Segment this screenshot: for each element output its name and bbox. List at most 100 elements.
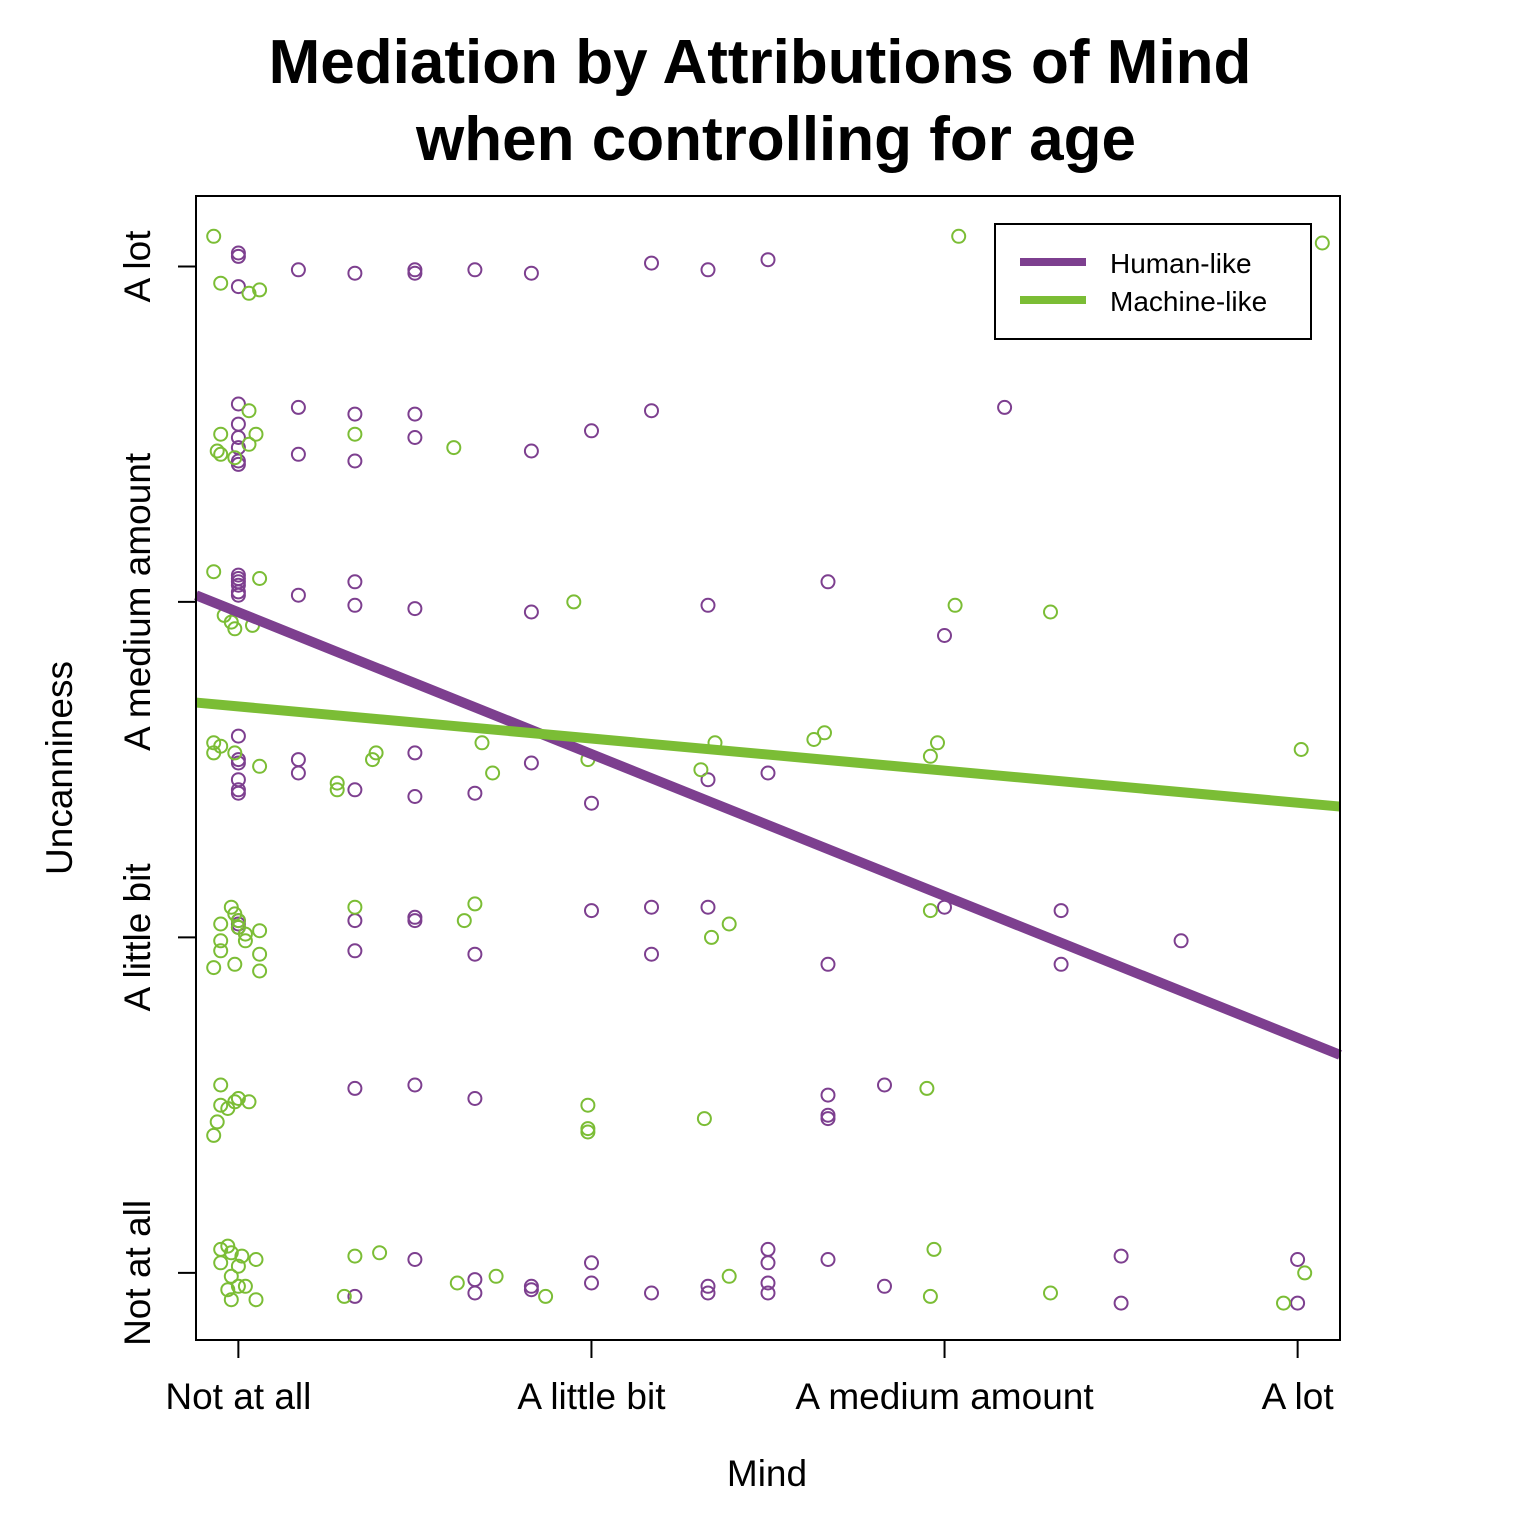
point-human-like-3	[290, 262, 306, 278]
point-machine-like-52	[206, 960, 222, 976]
point-human-like-64	[407, 913, 423, 929]
point-machine-like-83	[223, 1268, 239, 1284]
point-machine-like-82	[230, 1258, 246, 1274]
point-human-like-36	[347, 597, 363, 613]
point-machine-like-47	[237, 926, 253, 942]
point-machine-like-62	[922, 903, 938, 919]
point-human-like-102	[347, 1288, 363, 1304]
point-human-like-75	[347, 1080, 363, 1096]
point-human-like-98	[1113, 1248, 1129, 1264]
point-human-like-89	[644, 1285, 659, 1301]
point-machine-like-67	[241, 1094, 257, 1110]
point-machine-like-2	[241, 285, 257, 301]
point-human-like-86	[523, 1282, 539, 1298]
point-machine-like-85	[220, 1282, 236, 1298]
point-human-like-57	[760, 765, 776, 781]
point-human-like-34	[290, 587, 306, 603]
point-human-like-9	[644, 255, 659, 271]
y-tick-label-a-medium-amount: A medium amount	[117, 452, 158, 751]
point-machine-like-53	[227, 956, 243, 972]
point-machine-like-21	[566, 594, 582, 610]
point-human-like-12	[230, 396, 246, 412]
point-machine-like-57	[347, 899, 363, 915]
plot-frame	[195, 195, 1341, 1341]
point-machine-like-58	[456, 913, 472, 929]
point-machine-like-56	[252, 963, 268, 979]
point-machine-like-10	[241, 403, 257, 419]
point-human-like-10	[700, 262, 716, 278]
point-human-like-1	[230, 248, 246, 264]
y-tick-label-not-at-all: Not at all	[117, 1200, 158, 1346]
point-machine-like-95	[922, 1288, 938, 1304]
point-machine-like-81	[213, 1255, 229, 1271]
point-machine-like-23	[1043, 604, 1058, 620]
point-machine-like-15	[206, 564, 222, 580]
point-human-like-4	[347, 265, 363, 281]
point-human-like-61	[347, 913, 363, 929]
point-human-like-47	[230, 785, 246, 801]
legend-label-machine-like: Machine-like	[1110, 286, 1267, 317]
point-machine-like-54	[237, 933, 253, 949]
point-machine-like-51	[213, 943, 229, 959]
point-human-like-44	[230, 755, 246, 771]
point-machine-like-66	[230, 1091, 246, 1106]
legend: Human-like Machine-like	[994, 223, 1312, 340]
point-machine-like-70	[206, 1127, 222, 1143]
point-human-like-19	[290, 446, 306, 462]
point-human-like-83	[467, 1272, 483, 1288]
point-human-like-13	[230, 416, 246, 432]
point-machine-like-39	[817, 725, 832, 741]
point-machine-like-36	[693, 762, 709, 778]
point-machine-like-89	[372, 1245, 388, 1261]
point-human-like-31	[230, 577, 246, 593]
y-axis-label: Uncanniness	[39, 661, 80, 875]
point-machine-like-97	[1276, 1295, 1291, 1311]
point-human-like-26	[644, 403, 659, 419]
x-tick-label-a-little-bit: A little bit	[517, 1376, 666, 1417]
point-machine-like-61	[721, 916, 737, 932]
chart-title-line-1: Mediation by Attributions of Mind	[269, 28, 1252, 97]
point-human-like-22	[407, 406, 423, 422]
point-human-like-96	[820, 1252, 836, 1267]
point-human-like-8	[523, 265, 539, 281]
point-human-like-56	[700, 772, 716, 788]
point-machine-like-86	[223, 1292, 239, 1308]
y-tick-label-a-lot: A lot	[117, 230, 158, 303]
fit-lines	[194, 590, 1342, 1060]
point-machine-like-63	[213, 1077, 229, 1093]
point-human-like-68	[644, 946, 659, 962]
point-machine-like-1	[213, 275, 229, 291]
point-human-like-51	[407, 745, 423, 761]
point-human-like-97	[877, 1278, 892, 1294]
point-human-like-21	[347, 453, 363, 469]
point-human-like-87	[584, 1255, 599, 1271]
point-human-like-82	[407, 1252, 423, 1267]
point-human-like-55	[584, 795, 599, 811]
point-machine-like-78	[223, 1245, 239, 1261]
point-machine-like-45	[230, 913, 246, 929]
point-human-like-6	[407, 265, 423, 281]
point-machine-like-33	[474, 735, 490, 751]
point-human-like-39	[700, 597, 716, 613]
point-machine-like-73	[580, 1124, 596, 1140]
point-human-like-88	[584, 1275, 599, 1291]
legend-label-human-like: Human-like	[1110, 248, 1252, 279]
point-machine-like-24	[206, 735, 222, 751]
x-tick-label-a-lot: A lot	[1262, 1376, 1335, 1417]
point-human-like-69	[700, 899, 716, 915]
point-human-like-73	[1053, 956, 1069, 972]
point-human-like-35	[347, 574, 363, 590]
x-axis: Not at all A little bit A medium amount A l…	[165, 1340, 1334, 1417]
point-machine-like-11	[241, 436, 257, 452]
point-human-like-20	[347, 406, 363, 422]
point-machine-like-69	[209, 1114, 225, 1130]
point-human-like-18	[290, 399, 306, 415]
point-human-like-11	[760, 252, 776, 268]
point-human-like-23	[407, 430, 423, 445]
point-machine-like-50	[213, 933, 229, 949]
fit-line-human-like	[194, 590, 1342, 1060]
point-machine-like-41	[930, 735, 945, 751]
point-machine-like-55	[252, 946, 268, 962]
point-machine-like-87	[248, 1292, 264, 1308]
point-machine-like-0	[206, 228, 222, 244]
